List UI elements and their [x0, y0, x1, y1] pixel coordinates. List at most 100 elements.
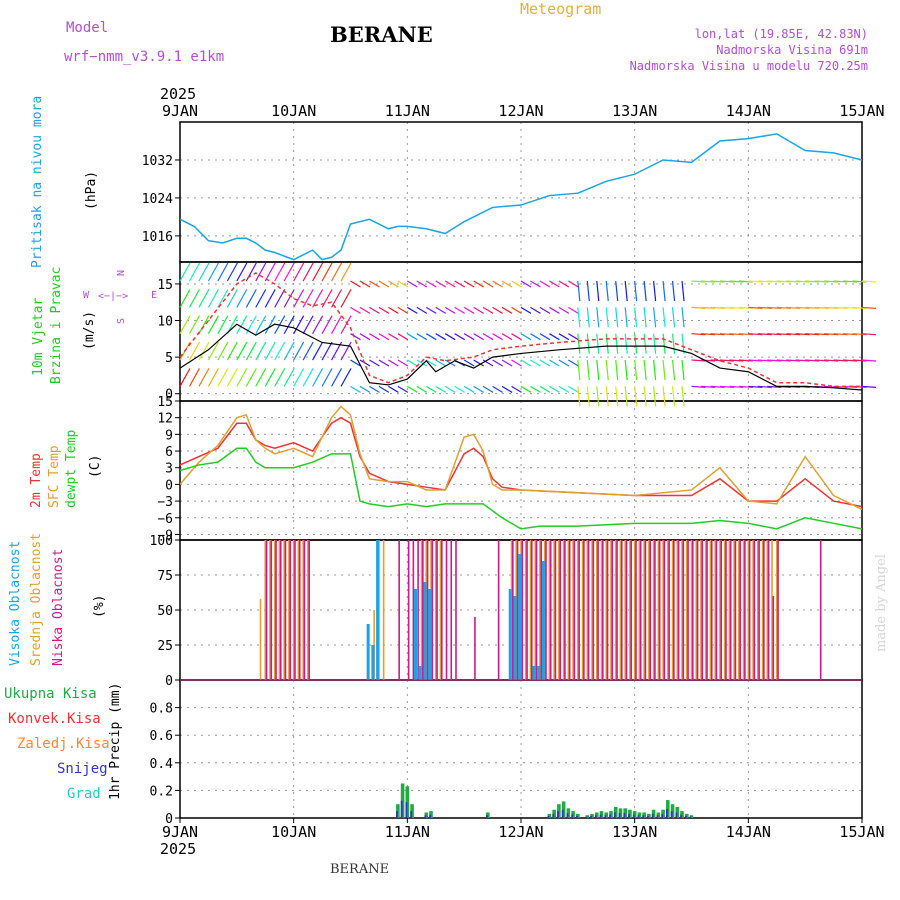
- y-tick-label: 0: [165, 674, 173, 689]
- snow-bar: [632, 814, 635, 818]
- wind-arrow: [558, 333, 570, 341]
- wind-arrow: [425, 280, 437, 288]
- wind-arrow: [814, 333, 829, 336]
- dewpt-line: [179, 447, 863, 530]
- wind-arrow: [188, 368, 200, 387]
- wind-arrow: [473, 333, 484, 341]
- wind-arrow: [407, 306, 418, 314]
- wind-arrow: [207, 368, 219, 387]
- wind-arrow: [350, 306, 361, 314]
- wind-arrow: [293, 289, 305, 308]
- panel-frame: [179, 679, 863, 819]
- wind-arrow: [558, 306, 570, 314]
- wind-arrow: [350, 333, 361, 341]
- wind-arrow: [293, 315, 305, 334]
- wind-arrow: [729, 333, 744, 336]
- wind-arrow: [463, 333, 475, 341]
- y-tick-label: −6: [157, 512, 173, 527]
- snow-bar: [670, 811, 673, 818]
- wind-arrow: [681, 386, 685, 407]
- wind-arrow: [511, 280, 522, 288]
- y-tick-label: 0: [165, 812, 173, 827]
- wind-arrow: [217, 289, 229, 308]
- wind-arrow: [568, 333, 579, 341]
- snow-bar: [628, 813, 630, 818]
- wind-arrow: [710, 280, 725, 283]
- wind-arrow: [681, 280, 685, 302]
- wind-arrow: [482, 385, 494, 393]
- day-label-top: 10JAN: [271, 102, 316, 120]
- precip-total-label: Ukupna Kisa: [4, 686, 97, 702]
- wind-arrow: [312, 341, 324, 361]
- wind-arrow: [691, 306, 706, 309]
- wind-arrow: [520, 385, 532, 393]
- day-label-bottom: 13JAN: [612, 823, 657, 841]
- snow-bar: [642, 815, 645, 818]
- wind-arrow: [501, 385, 513, 393]
- wind-arrow: [463, 280, 475, 288]
- station-info: lon,lat (19.85E, 42.83N) Nadmorska Visin…: [630, 26, 868, 74]
- wind-arrow: [340, 315, 352, 334]
- wind-arrow: [217, 262, 229, 282]
- wind-arrow: [843, 359, 858, 362]
- wind-arrow: [388, 385, 399, 393]
- model-name: wrf−nmm_v3.9.1 e1km: [64, 49, 225, 65]
- wind-arrow: [738, 306, 753, 309]
- wind-arrow: [378, 333, 390, 341]
- wind-arrow: [586, 280, 590, 302]
- wind-arrow: [217, 368, 229, 387]
- precip-conv-label: Konvek.Kisa: [8, 711, 101, 727]
- wind-arrow: [454, 333, 466, 341]
- wind-arrow: [691, 385, 706, 388]
- wind-arrow: [824, 359, 839, 362]
- wind-arrow: [549, 306, 560, 314]
- wind-arrow: [207, 315, 219, 334]
- wind-arrow: [340, 289, 352, 308]
- cloud-high-label: Visoka Oblacnost: [8, 540, 23, 666]
- wind-arrow: [425, 333, 437, 341]
- wind-arrow: [321, 368, 333, 387]
- wind-arrow: [198, 368, 210, 387]
- wind-arrow: [710, 306, 725, 309]
- wind-arrow: [605, 359, 609, 381]
- wind-arrow: [463, 359, 475, 367]
- wind-arrow: [861, 306, 877, 309]
- wind-arrow: [643, 307, 647, 328]
- wind-arrow: [776, 333, 791, 336]
- precip-bar: [410, 804, 414, 818]
- wind-arrow: [738, 280, 753, 283]
- wind-arrow: [397, 385, 409, 393]
- wind-arrow: [511, 333, 522, 341]
- wind-arrow: [226, 289, 238, 308]
- wind-arrow: [444, 306, 456, 314]
- wind-arrow: [312, 315, 324, 334]
- wind-arrow: [416, 280, 428, 288]
- wind-arrow: [643, 333, 647, 354]
- wind-arrow: [824, 385, 839, 388]
- wind-arrow: [681, 359, 685, 381]
- wind-arrow: [473, 280, 484, 288]
- wind-arrow: [653, 307, 657, 328]
- wind-arrow: [321, 289, 333, 308]
- wind-arrow: [274, 262, 286, 282]
- wind-arrow: [662, 307, 666, 328]
- wind-arrow: [331, 262, 343, 282]
- wind-arrow: [463, 306, 475, 314]
- wind-arrow: [719, 280, 734, 283]
- compass-w: W: [83, 290, 90, 301]
- y-tick-label: 0.8: [150, 702, 173, 717]
- snow-bar: [557, 811, 559, 818]
- wind-arrow: [605, 307, 609, 328]
- wind-arrow: [568, 280, 579, 288]
- wind-arrow: [700, 333, 716, 336]
- wind-arrow: [805, 306, 820, 309]
- wind-arrow: [321, 315, 333, 334]
- wind-arrow: [473, 359, 484, 367]
- wind-arrow: [388, 306, 399, 314]
- snow-bar: [585, 816, 588, 818]
- snow-bar: [647, 815, 649, 818]
- temp-sfc-line: [179, 405, 863, 511]
- wind-arrow: [776, 280, 791, 283]
- wind-arrow: [359, 385, 371, 393]
- wind-arrow: [786, 280, 801, 283]
